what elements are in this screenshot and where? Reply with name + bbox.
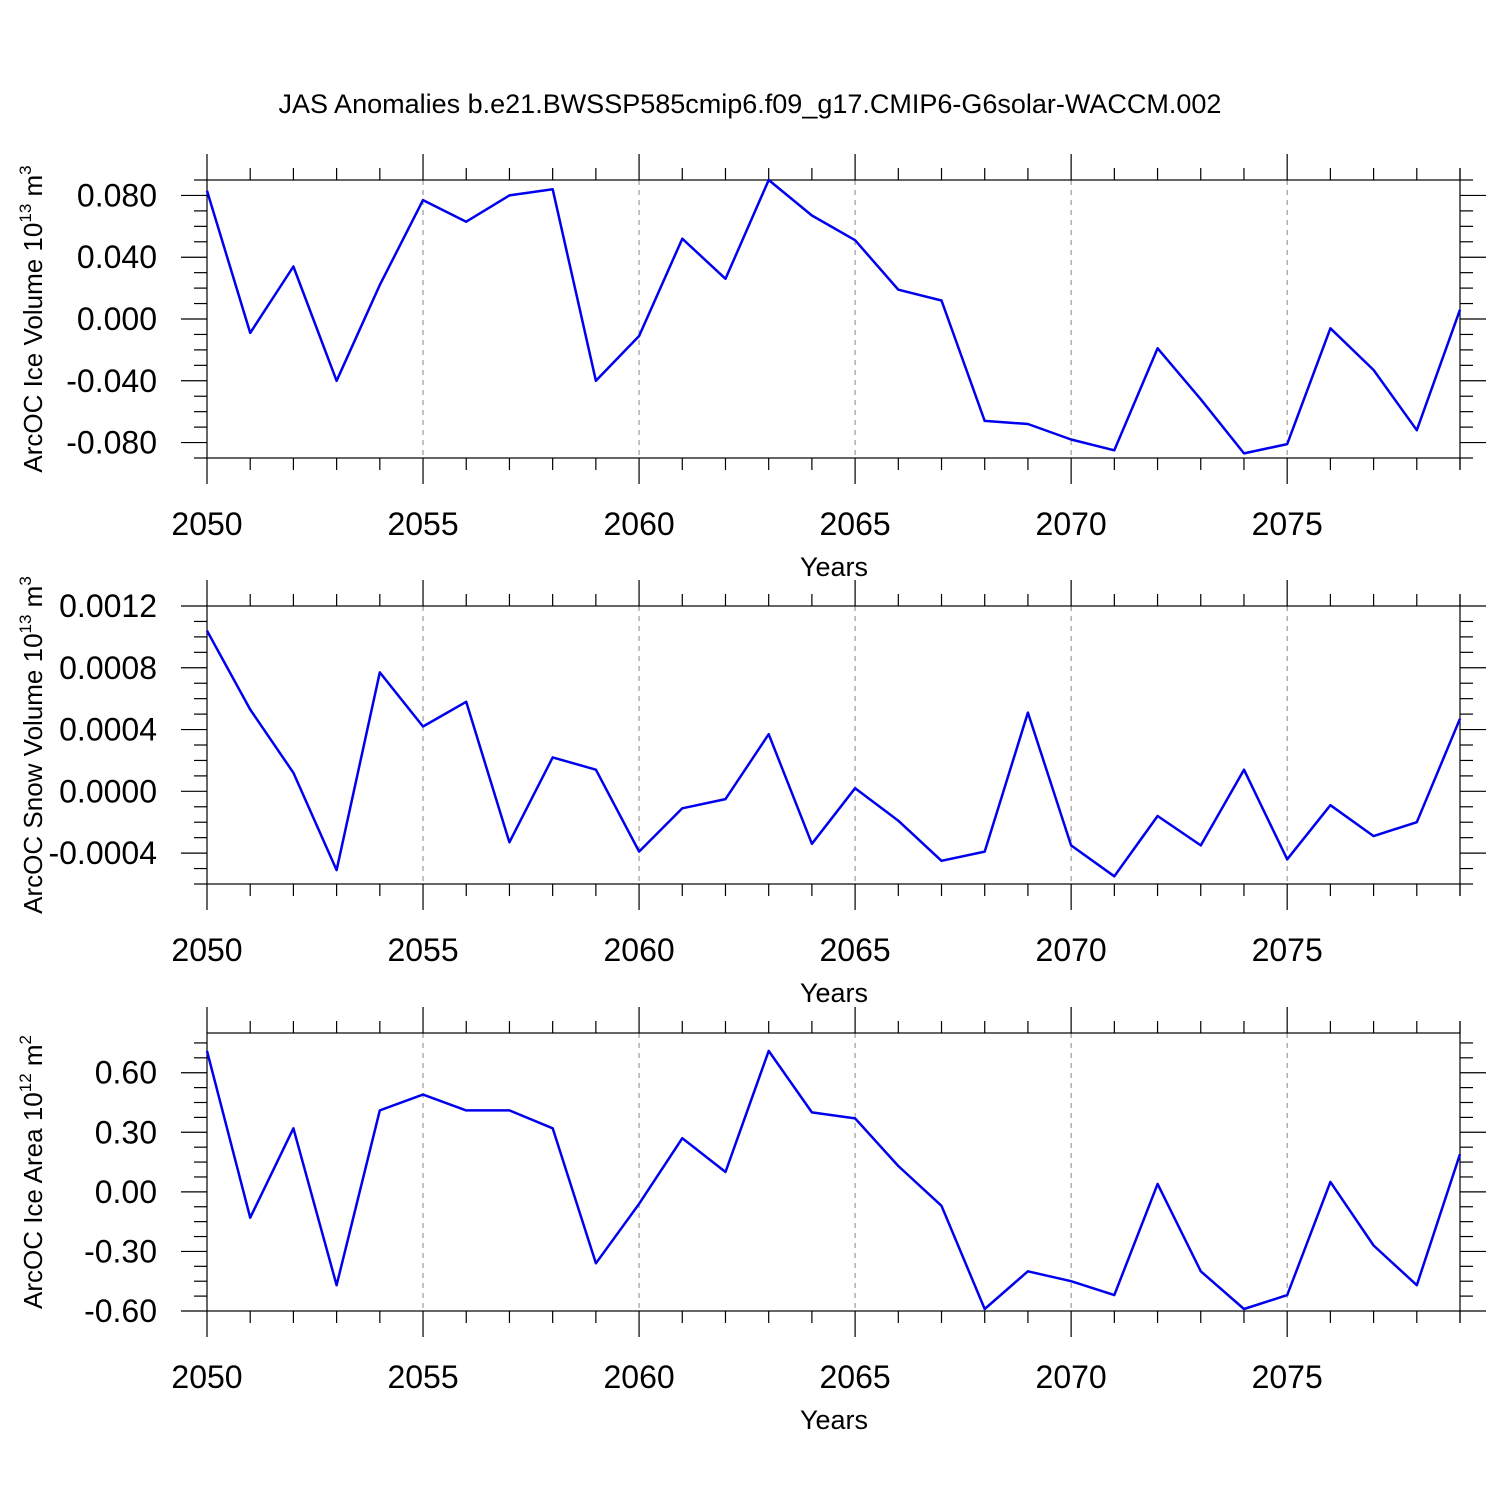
x-tick-label: 2060 <box>603 506 674 542</box>
x-tick-label: 2070 <box>1036 1359 1107 1395</box>
panel-1: -0.080 -0.040 0.000 0.040 0.080 2050 2055 2060 2… <box>16 154 1486 582</box>
x-tick-label: 2075 <box>1252 932 1323 968</box>
x-tick-label: 2050 <box>171 1359 242 1395</box>
y-tick-label: 0.0008 <box>59 650 157 686</box>
plot-frame <box>206 179 1461 459</box>
x-tick-label: 2050 <box>171 506 242 542</box>
x-tick-label: 2075 <box>1252 1359 1323 1395</box>
y-tick-label: 0.000 <box>77 301 157 337</box>
figure-title: JAS Anomalies b.e21.BWSSP585cmip6.f09_g1… <box>279 89 1222 119</box>
x-tick-label: 2060 <box>603 1359 674 1395</box>
y-tick-label: 0.30 <box>95 1114 157 1150</box>
x-tick-label: 2055 <box>387 932 458 968</box>
x-tick-label: 2050 <box>171 932 242 968</box>
y-tick-label: 0.0004 <box>59 712 157 748</box>
y-axis-label: ArcOC Snow Volume 1013 m3 <box>16 576 48 914</box>
x-tick-label: 2070 <box>1036 506 1107 542</box>
x-tick-label: 2065 <box>820 932 891 968</box>
panel-2: -0.0004 0.0000 0.0004 0.0008 0.0012 2050 2055 2… <box>16 576 1486 1008</box>
x-tick-label: 2055 <box>387 1359 458 1395</box>
panel-3: -0.60 -0.30 0.00 0.30 0.60 2050 2055 2060 2065 20… <box>16 1007 1486 1435</box>
y-axis-label: ArcOC Ice Volume 1013 m3 <box>16 165 48 472</box>
y-tick-label: -0.0004 <box>48 835 157 871</box>
x-tick-label: 2075 <box>1252 506 1323 542</box>
y-tick-label: -0.080 <box>66 425 157 461</box>
x-tick-label: 2070 <box>1036 932 1107 968</box>
x-axis-label: Years <box>800 552 868 582</box>
y-tick-label: 0.080 <box>77 177 157 213</box>
x-tick-label: 2065 <box>820 1359 891 1395</box>
x-tick-label: 2065 <box>820 506 891 542</box>
x-axis-label: Years <box>800 978 868 1008</box>
x-tick-label: 2055 <box>387 506 458 542</box>
plot-frame <box>206 1032 1461 1312</box>
y-tick-label: 0.0012 <box>59 588 157 624</box>
y-tick-label: 0.040 <box>77 239 157 275</box>
y-tick-label: -0.040 <box>66 363 157 399</box>
y-tick-label: 0.0000 <box>59 773 157 809</box>
series-line <box>205 178 1462 455</box>
y-tick-label: -0.60 <box>84 1293 157 1329</box>
y-tick-label: -0.30 <box>84 1233 157 1269</box>
y-axis-label: ArcOC Ice Area 1012 m2 <box>16 1035 48 1309</box>
x-tick-label: 2060 <box>603 932 674 968</box>
series-line <box>205 630 1462 878</box>
series-line <box>205 1049 1462 1311</box>
y-tick-label: 0.00 <box>95 1174 157 1210</box>
x-axis-label: Years <box>800 1405 868 1435</box>
panels: -0.080 -0.040 0.000 0.040 0.080 2050 2055 2060 2… <box>16 154 1486 1435</box>
y-tick-label: 0.60 <box>95 1055 157 1091</box>
plot-frame <box>206 605 1461 885</box>
